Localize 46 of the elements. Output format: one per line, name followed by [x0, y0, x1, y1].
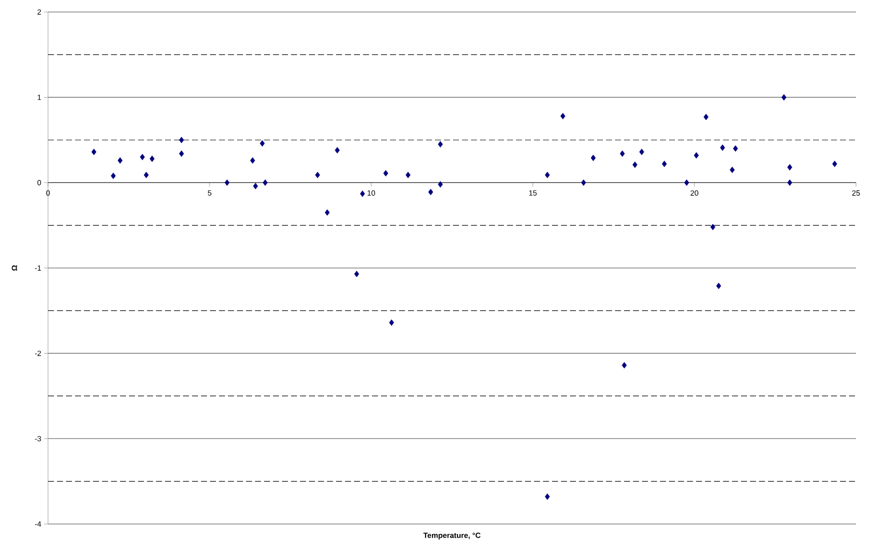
point: [383, 170, 388, 176]
point: [250, 157, 256, 164]
point: [324, 209, 330, 216]
point: [620, 150, 625, 157]
point: [787, 164, 792, 170]
point: [334, 147, 340, 154]
point: [730, 166, 735, 174]
point: [544, 172, 550, 178]
point: [720, 144, 725, 151]
point: [590, 154, 596, 162]
point: [118, 157, 123, 164]
point: [544, 493, 550, 500]
point: [262, 179, 268, 186]
point: [360, 190, 365, 197]
point: [684, 179, 690, 186]
point: [315, 172, 320, 178]
point: [224, 179, 230, 186]
point: [560, 112, 566, 120]
point: [406, 172, 410, 178]
point: [716, 282, 722, 290]
point: [140, 154, 145, 160]
point: [733, 145, 738, 152]
point: [179, 150, 184, 157]
point: [639, 148, 644, 156]
point: [710, 224, 716, 230]
point: [662, 160, 667, 168]
point: [581, 179, 586, 186]
point: [150, 156, 155, 162]
point: [632, 162, 638, 168]
point: [438, 181, 443, 188]
point: [622, 362, 627, 368]
point: [179, 136, 184, 144]
point: [253, 182, 258, 190]
point: [389, 319, 394, 326]
point: [428, 188, 434, 196]
point: [704, 114, 708, 120]
point: [144, 172, 149, 178]
point: [91, 148, 96, 156]
point: [438, 141, 443, 148]
point: [787, 179, 792, 186]
point: [110, 172, 116, 180]
point: [832, 160, 838, 168]
point: [694, 152, 699, 159]
point: [781, 94, 786, 101]
point: [260, 140, 265, 147]
point: [354, 270, 360, 278]
